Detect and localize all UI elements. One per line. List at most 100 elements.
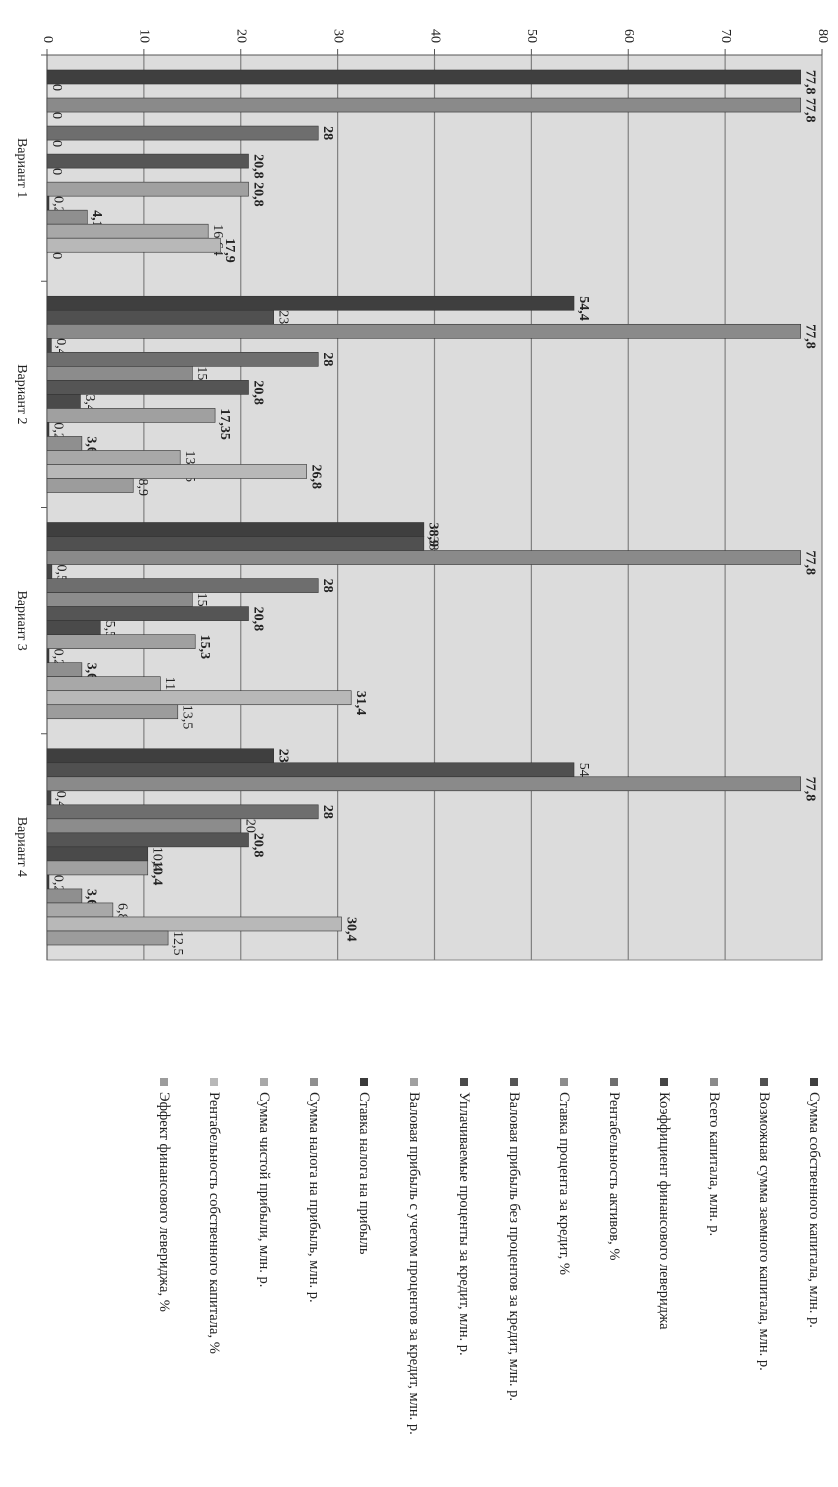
legend-item: Ставка налога на прибыль	[353, 1078, 374, 1473]
bar	[46, 422, 50, 437]
bar	[46, 209, 88, 225]
bar	[46, 762, 575, 778]
bar	[46, 578, 319, 593]
legend-label: Валовая прибыль с учетом процентов за кр…	[406, 1092, 422, 1435]
legend-swatch	[210, 1078, 218, 1086]
value-label: 28	[320, 126, 335, 140]
value-label: 26,8	[308, 464, 323, 489]
y-tick-label: 30	[330, 29, 345, 43]
value-label: 15	[194, 593, 209, 607]
bar	[46, 804, 319, 820]
value-label: 38,9	[426, 523, 441, 548]
bar	[46, 690, 352, 706]
bar	[46, 818, 242, 834]
bar	[46, 309, 274, 325]
bar	[46, 380, 249, 395]
bar	[46, 436, 83, 451]
bar	[46, 790, 52, 806]
legend-label: Коэффициент финансового левериджа	[656, 1092, 672, 1330]
legend-label: Всего капитала, млн. р.	[706, 1092, 722, 1237]
value-label: 10,4	[150, 847, 165, 872]
value-label: 0,2	[51, 875, 66, 893]
legend-item: Сумма собственного капитала, млн. р.	[803, 1078, 824, 1473]
value-label: 77,8	[802, 777, 817, 802]
value-label: 0	[49, 112, 64, 119]
value-label: 8,9	[135, 478, 150, 496]
x-tick-label: Вариант 1	[14, 138, 29, 198]
bar	[46, 295, 575, 311]
bar	[46, 450, 181, 465]
legend-swatch	[160, 1078, 168, 1086]
value-label: 77,8	[802, 551, 817, 576]
value-label: 20,8	[250, 154, 265, 179]
legend-label: Валовая прибыль без процентов за кредит,…	[506, 1092, 522, 1401]
bar	[46, 223, 209, 239]
legend-label: Уплачиваемые проценты за кредит, млн. р.	[456, 1092, 472, 1356]
legend-item: Рентабельность активов, %	[603, 1078, 624, 1473]
x-tick-label: Вариант 3	[14, 590, 29, 650]
value-label: 28	[320, 579, 335, 593]
bar	[46, 366, 193, 381]
bar	[46, 408, 216, 423]
y-tick-label: 10	[137, 29, 152, 43]
bar	[46, 648, 50, 663]
bar	[46, 153, 249, 169]
value-label: 20,8	[250, 607, 265, 632]
y-tick-label: 80	[815, 29, 830, 43]
legend-swatch	[610, 1078, 618, 1086]
value-label: 31,4	[353, 691, 368, 716]
y-tick-label: 60	[621, 29, 636, 43]
value-label: 20	[243, 819, 258, 833]
legend-item: Валовая прибыль с учетом процентов за кр…	[403, 1078, 424, 1473]
bar	[46, 550, 801, 565]
bar	[46, 860, 149, 876]
legend-label: Рентабельность собственного капитала, %	[206, 1092, 222, 1354]
legend-swatch	[710, 1078, 718, 1086]
legend-item: Сумма налога на прибыль, млн. р.	[303, 1078, 324, 1473]
bar	[46, 776, 801, 792]
value-label: 28	[320, 805, 335, 819]
legend-item: Ставка процента за кредит, %	[553, 1078, 574, 1473]
bar	[46, 704, 179, 720]
bar	[46, 125, 319, 141]
legend-item: Рентабельность собственного капитала, %	[203, 1078, 224, 1473]
value-label: 3,6	[84, 663, 99, 681]
legend-item: Уплачиваемые проценты за кредит, млн. р.	[453, 1078, 474, 1473]
legend-swatch	[760, 1078, 768, 1086]
legend-item: Всего капитала, млн. р.	[703, 1078, 724, 1473]
legend-label: Ставка налога на прибыль	[356, 1092, 372, 1255]
value-label: 10,4	[150, 861, 165, 886]
legend-label: Сумма собственного капитала, млн. р.	[806, 1092, 822, 1328]
bar	[46, 606, 249, 621]
value-label: 0,2	[51, 196, 66, 214]
value-label: 15,3	[197, 635, 212, 660]
bar	[46, 478, 134, 493]
value-label: 0,5	[54, 565, 69, 583]
bar	[46, 394, 81, 409]
x-tick-label: Вариант 4	[14, 817, 29, 877]
legend-label: Рентабельность активов, %	[606, 1092, 622, 1261]
legend-swatch	[510, 1078, 518, 1086]
value-label: 5,5	[102, 621, 117, 639]
bar	[46, 69, 801, 85]
y-tick-label: 50	[524, 29, 539, 43]
legend-label: Возможная сумма заемного капитала, млн. …	[756, 1092, 772, 1371]
bar	[46, 195, 50, 211]
value-label: 28	[320, 352, 335, 366]
bar	[46, 916, 342, 932]
bar	[46, 522, 425, 537]
legend-label: Сумма чистой прибыли, млн. р.	[256, 1092, 272, 1288]
value-label: 3,6	[84, 889, 99, 907]
legend-swatch	[460, 1078, 468, 1086]
legend-label: Ставка процента за кредит, %	[556, 1092, 572, 1275]
legend-item: Валовая прибыль без процентов за кредит,…	[503, 1078, 524, 1473]
bar	[46, 902, 114, 918]
y-tick-label: 20	[234, 29, 249, 43]
bar	[46, 888, 83, 904]
value-label: 3,6	[84, 436, 99, 454]
bar	[46, 662, 83, 677]
value-label: 0	[49, 140, 64, 147]
bar	[46, 592, 193, 607]
rotated-chart: 0 10 20 30 40 50 60 70 80 Вариант 1 77,8 0 77,8 0 28 0 2…	[14, 29, 830, 1473]
